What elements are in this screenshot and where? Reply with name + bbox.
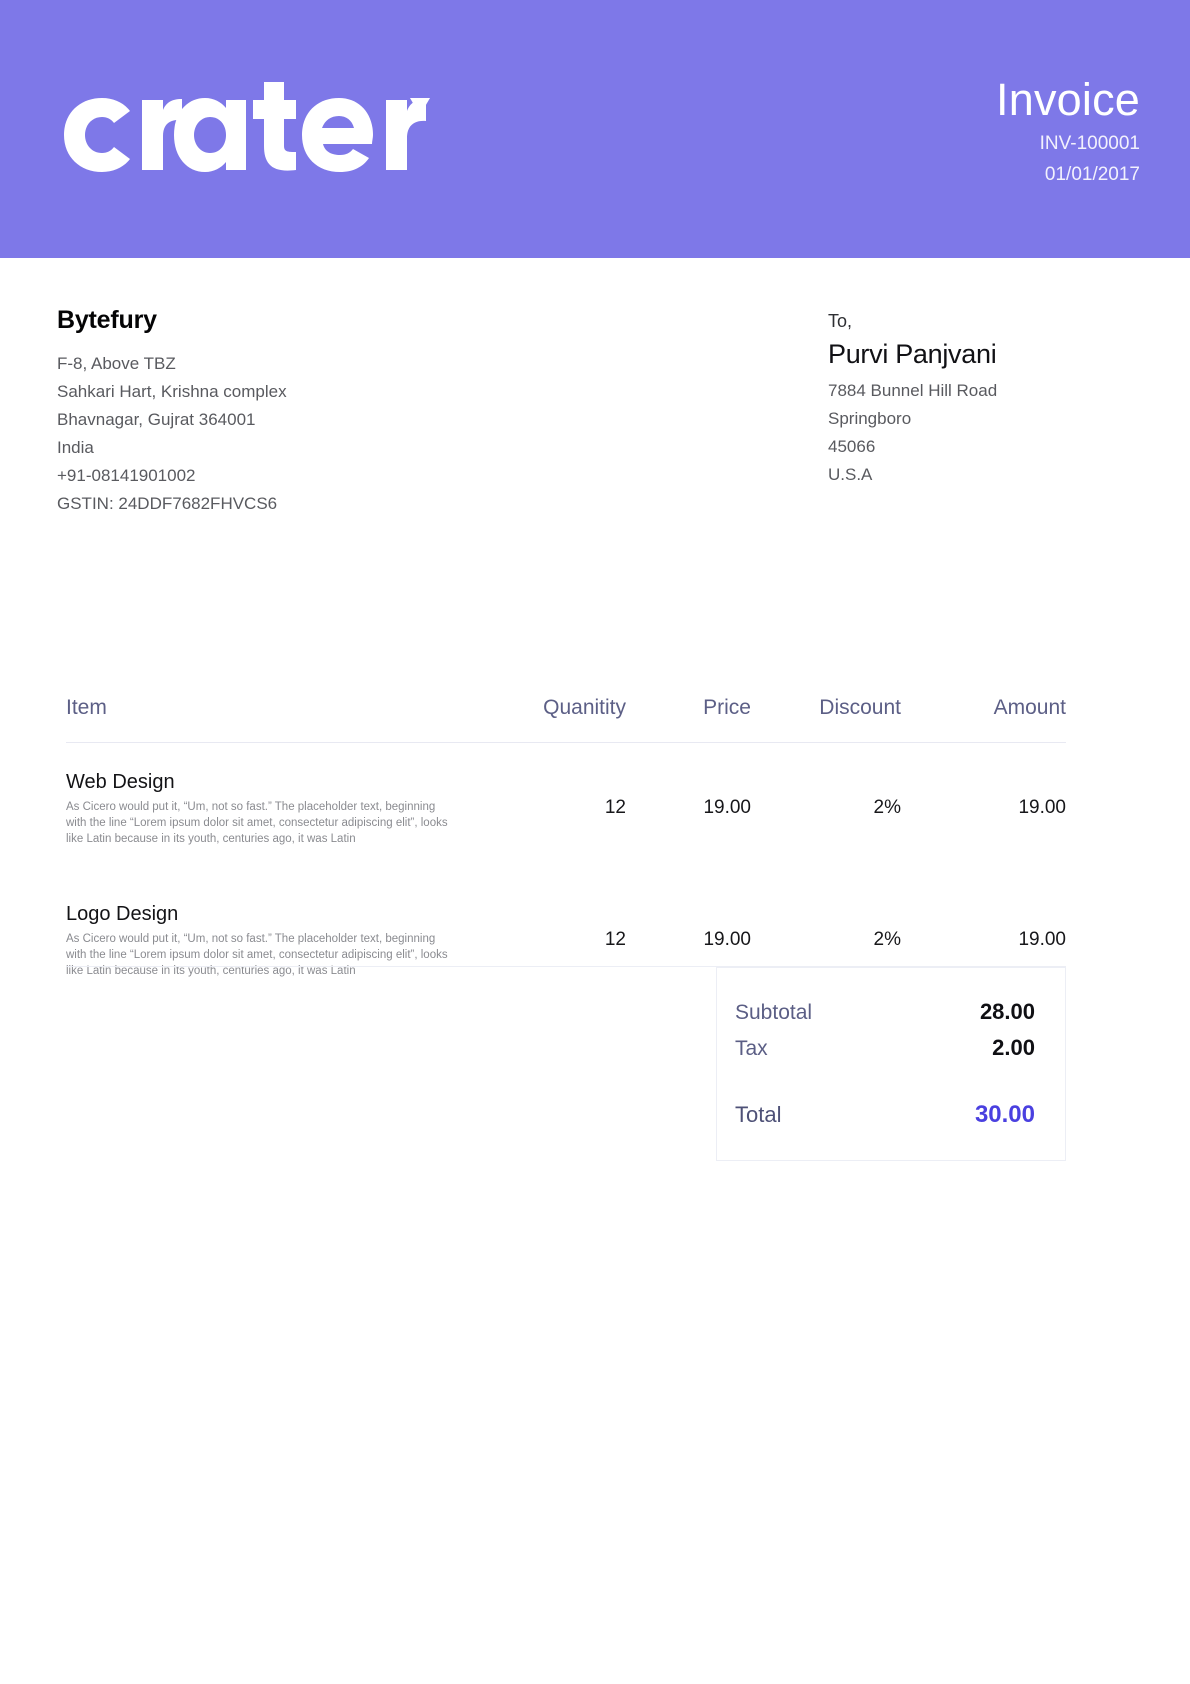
total-row: Total 30.00 <box>735 1096 1035 1134</box>
to-customer-name: Purvi Panjvani <box>828 339 997 369</box>
column-header-price: Price <box>626 690 751 743</box>
to-address-country: U.S.A <box>828 465 873 484</box>
to-address-postcode: 45066 <box>828 437 876 456</box>
column-header-quantity: Quanitity <box>496 690 626 743</box>
from-address-block: Bytefury F-8, Above TBZ Sahkari Hart, Kr… <box>57 304 527 518</box>
crater-logo <box>58 82 488 174</box>
from-address-line: Bhavnagar, Gujrat 364001 <box>57 410 256 429</box>
total-label: Total <box>735 1102 782 1127</box>
to-address-line: Springboro <box>828 409 912 428</box>
item-name: Web Design <box>66 771 175 793</box>
to-address-line: 7884 Bunnel Hill Road <box>828 381 998 400</box>
item-price: 19.00 <box>703 929 751 950</box>
item-cell: Logo Design As Cicero would put it, “Um,… <box>66 875 496 1007</box>
column-header-item: Item <box>66 690 496 743</box>
subtotal-row: Subtotal 28.00 <box>735 994 1035 1030</box>
item-amount: 19.00 <box>1018 929 1066 950</box>
from-address-line: F-8, Above TBZ <box>57 354 176 373</box>
from-gstin: GSTIN: 24DDF7682FHVCS6 <box>57 494 278 513</box>
totals-box: Subtotal 28.00 Tax 2.00 Total 30.00 <box>716 967 1066 1161</box>
item-cell: Web Design As Cicero would put it, “Um, … <box>66 743 496 876</box>
total-value: 30.00 <box>974 1101 1035 1128</box>
item-price: 19.00 <box>703 797 751 818</box>
tax-value: 2.00 <box>992 1035 1035 1060</box>
invoice-title: Invoice <box>996 74 1140 125</box>
item-quantity: 12 <box>604 929 626 950</box>
subtotal-label: Subtotal <box>735 1001 813 1024</box>
to-address-block: To, Purvi Panjvani 7884 Bunnel Hill Road… <box>828 308 1148 489</box>
column-header-discount: Discount <box>751 690 901 743</box>
item-amount: 19.00 <box>1018 797 1066 818</box>
item-description: As Cicero would put it, “Um, not so fast… <box>66 933 448 977</box>
invoice-date: 01/01/2017 <box>1044 164 1140 185</box>
invoice-number: INV-100001 <box>1039 133 1140 154</box>
tax-label: Tax <box>735 1037 768 1060</box>
from-phone: +91-08141901002 <box>57 466 196 485</box>
from-company-name: Bytefury <box>57 306 157 334</box>
item-name: Logo Design <box>66 903 179 925</box>
item-discount: 2% <box>873 797 901 818</box>
tax-row: Tax 2.00 <box>735 1030 1035 1066</box>
from-address-line: India <box>57 438 94 457</box>
address-section: Bytefury F-8, Above TBZ Sahkari Hart, Kr… <box>0 258 1190 588</box>
table-row: Web Design As Cicero would put it, “Um, … <box>66 743 1066 876</box>
item-description: As Cicero would put it, “Um, not so fast… <box>66 801 448 845</box>
column-header-amount: Amount <box>901 690 1066 743</box>
invoice-meta: Invoice INV-100001 01/01/2017 <box>996 72 1140 190</box>
item-discount: 2% <box>873 929 901 950</box>
from-address-line: Sahkari Hart, Krishna complex <box>57 382 287 401</box>
item-quantity: 12 <box>604 797 626 818</box>
to-label: To, <box>828 311 853 331</box>
line-items-table: Item Quanitity Price Discount Amount Web… <box>66 690 1066 1007</box>
invoice-header-band: Invoice INV-100001 01/01/2017 <box>0 0 1190 258</box>
table-row: Logo Design As Cicero would put it, “Um,… <box>66 875 1066 1007</box>
subtotal-value: 28.00 <box>979 999 1035 1024</box>
table-bottom-divider <box>66 966 1066 967</box>
table-header-row: Item Quanitity Price Discount Amount <box>66 690 1066 743</box>
